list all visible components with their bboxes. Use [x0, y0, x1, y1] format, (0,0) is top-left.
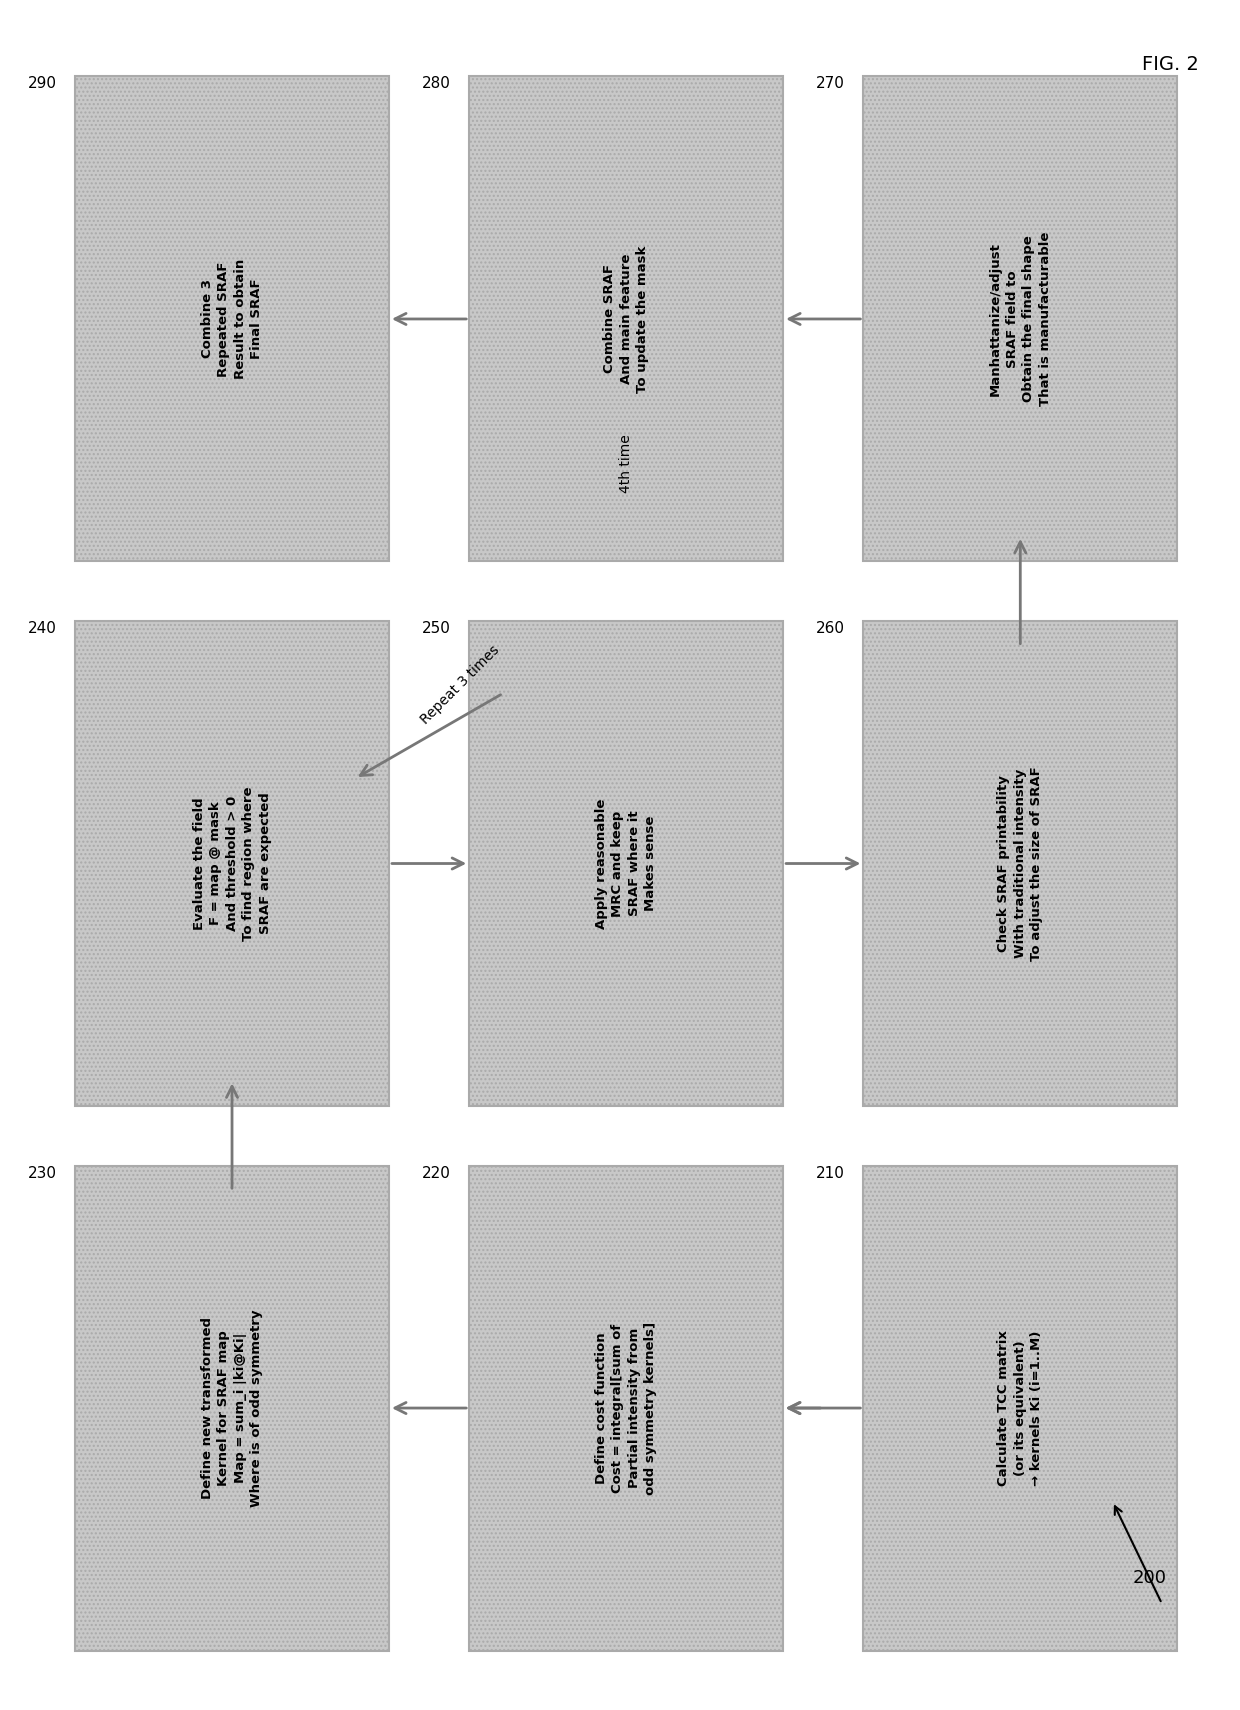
Text: Apply reasonable
MRC and keep
SRAF where it
Makes sense: Apply reasonable MRC and keep SRAF where… [595, 799, 657, 929]
Text: 210: 210 [816, 1166, 844, 1180]
FancyBboxPatch shape [863, 77, 1177, 561]
FancyBboxPatch shape [469, 1166, 784, 1650]
Text: Combine SRAF
And main feature
To update the mask: Combine SRAF And main feature To update … [603, 245, 650, 393]
Text: 270: 270 [816, 77, 844, 92]
FancyBboxPatch shape [863, 621, 1177, 1106]
Text: 4th time: 4th time [619, 434, 634, 492]
Text: FIG. 2: FIG. 2 [1142, 55, 1199, 74]
Text: 240: 240 [27, 621, 57, 636]
Text: Manhattanize/adjust
SRAF field to
Obtain the final shape
That is manufacturable: Manhattanize/adjust SRAF field to Obtain… [990, 233, 1052, 407]
Text: 280: 280 [422, 77, 450, 92]
Text: 290: 290 [27, 77, 57, 92]
Text: Calculate TCC matrix
(or its equivalent)
→ kernels Ki (i=1..M): Calculate TCC matrix (or its equivalent)… [997, 1330, 1043, 1486]
Text: Check SRAF printability
With traditional intensity
To adjust the size of SRAF: Check SRAF printability With traditional… [997, 766, 1043, 961]
FancyBboxPatch shape [74, 77, 389, 561]
Text: 230: 230 [27, 1166, 57, 1180]
FancyBboxPatch shape [74, 621, 389, 1106]
Text: 250: 250 [422, 621, 450, 636]
Text: Define cost function
Cost = integral[sum of
Partial intensity from
odd symmetry : Define cost function Cost = integral[sum… [595, 1322, 657, 1495]
Text: 260: 260 [816, 621, 844, 636]
FancyBboxPatch shape [74, 1166, 389, 1650]
Text: Define new transformed
Kernel for SRAF map
Map = sum_i |ki@Ki|
Where is of odd s: Define new transformed Kernel for SRAF m… [201, 1310, 263, 1507]
Text: Evaluate the field
F = map @ mask
And threshold > 0
To find region where
SRAF ar: Evaluate the field F = map @ mask And th… [192, 787, 272, 940]
FancyBboxPatch shape [469, 77, 784, 561]
Text: Combine 3
Repeated SRAF
Result to obtain
Final SRAF: Combine 3 Repeated SRAF Result to obtain… [201, 258, 263, 380]
FancyBboxPatch shape [469, 621, 784, 1106]
Text: 200: 200 [1132, 1568, 1167, 1587]
Text: Repeat 3 times: Repeat 3 times [418, 643, 502, 727]
Text: 220: 220 [422, 1166, 450, 1180]
FancyBboxPatch shape [863, 1166, 1177, 1650]
